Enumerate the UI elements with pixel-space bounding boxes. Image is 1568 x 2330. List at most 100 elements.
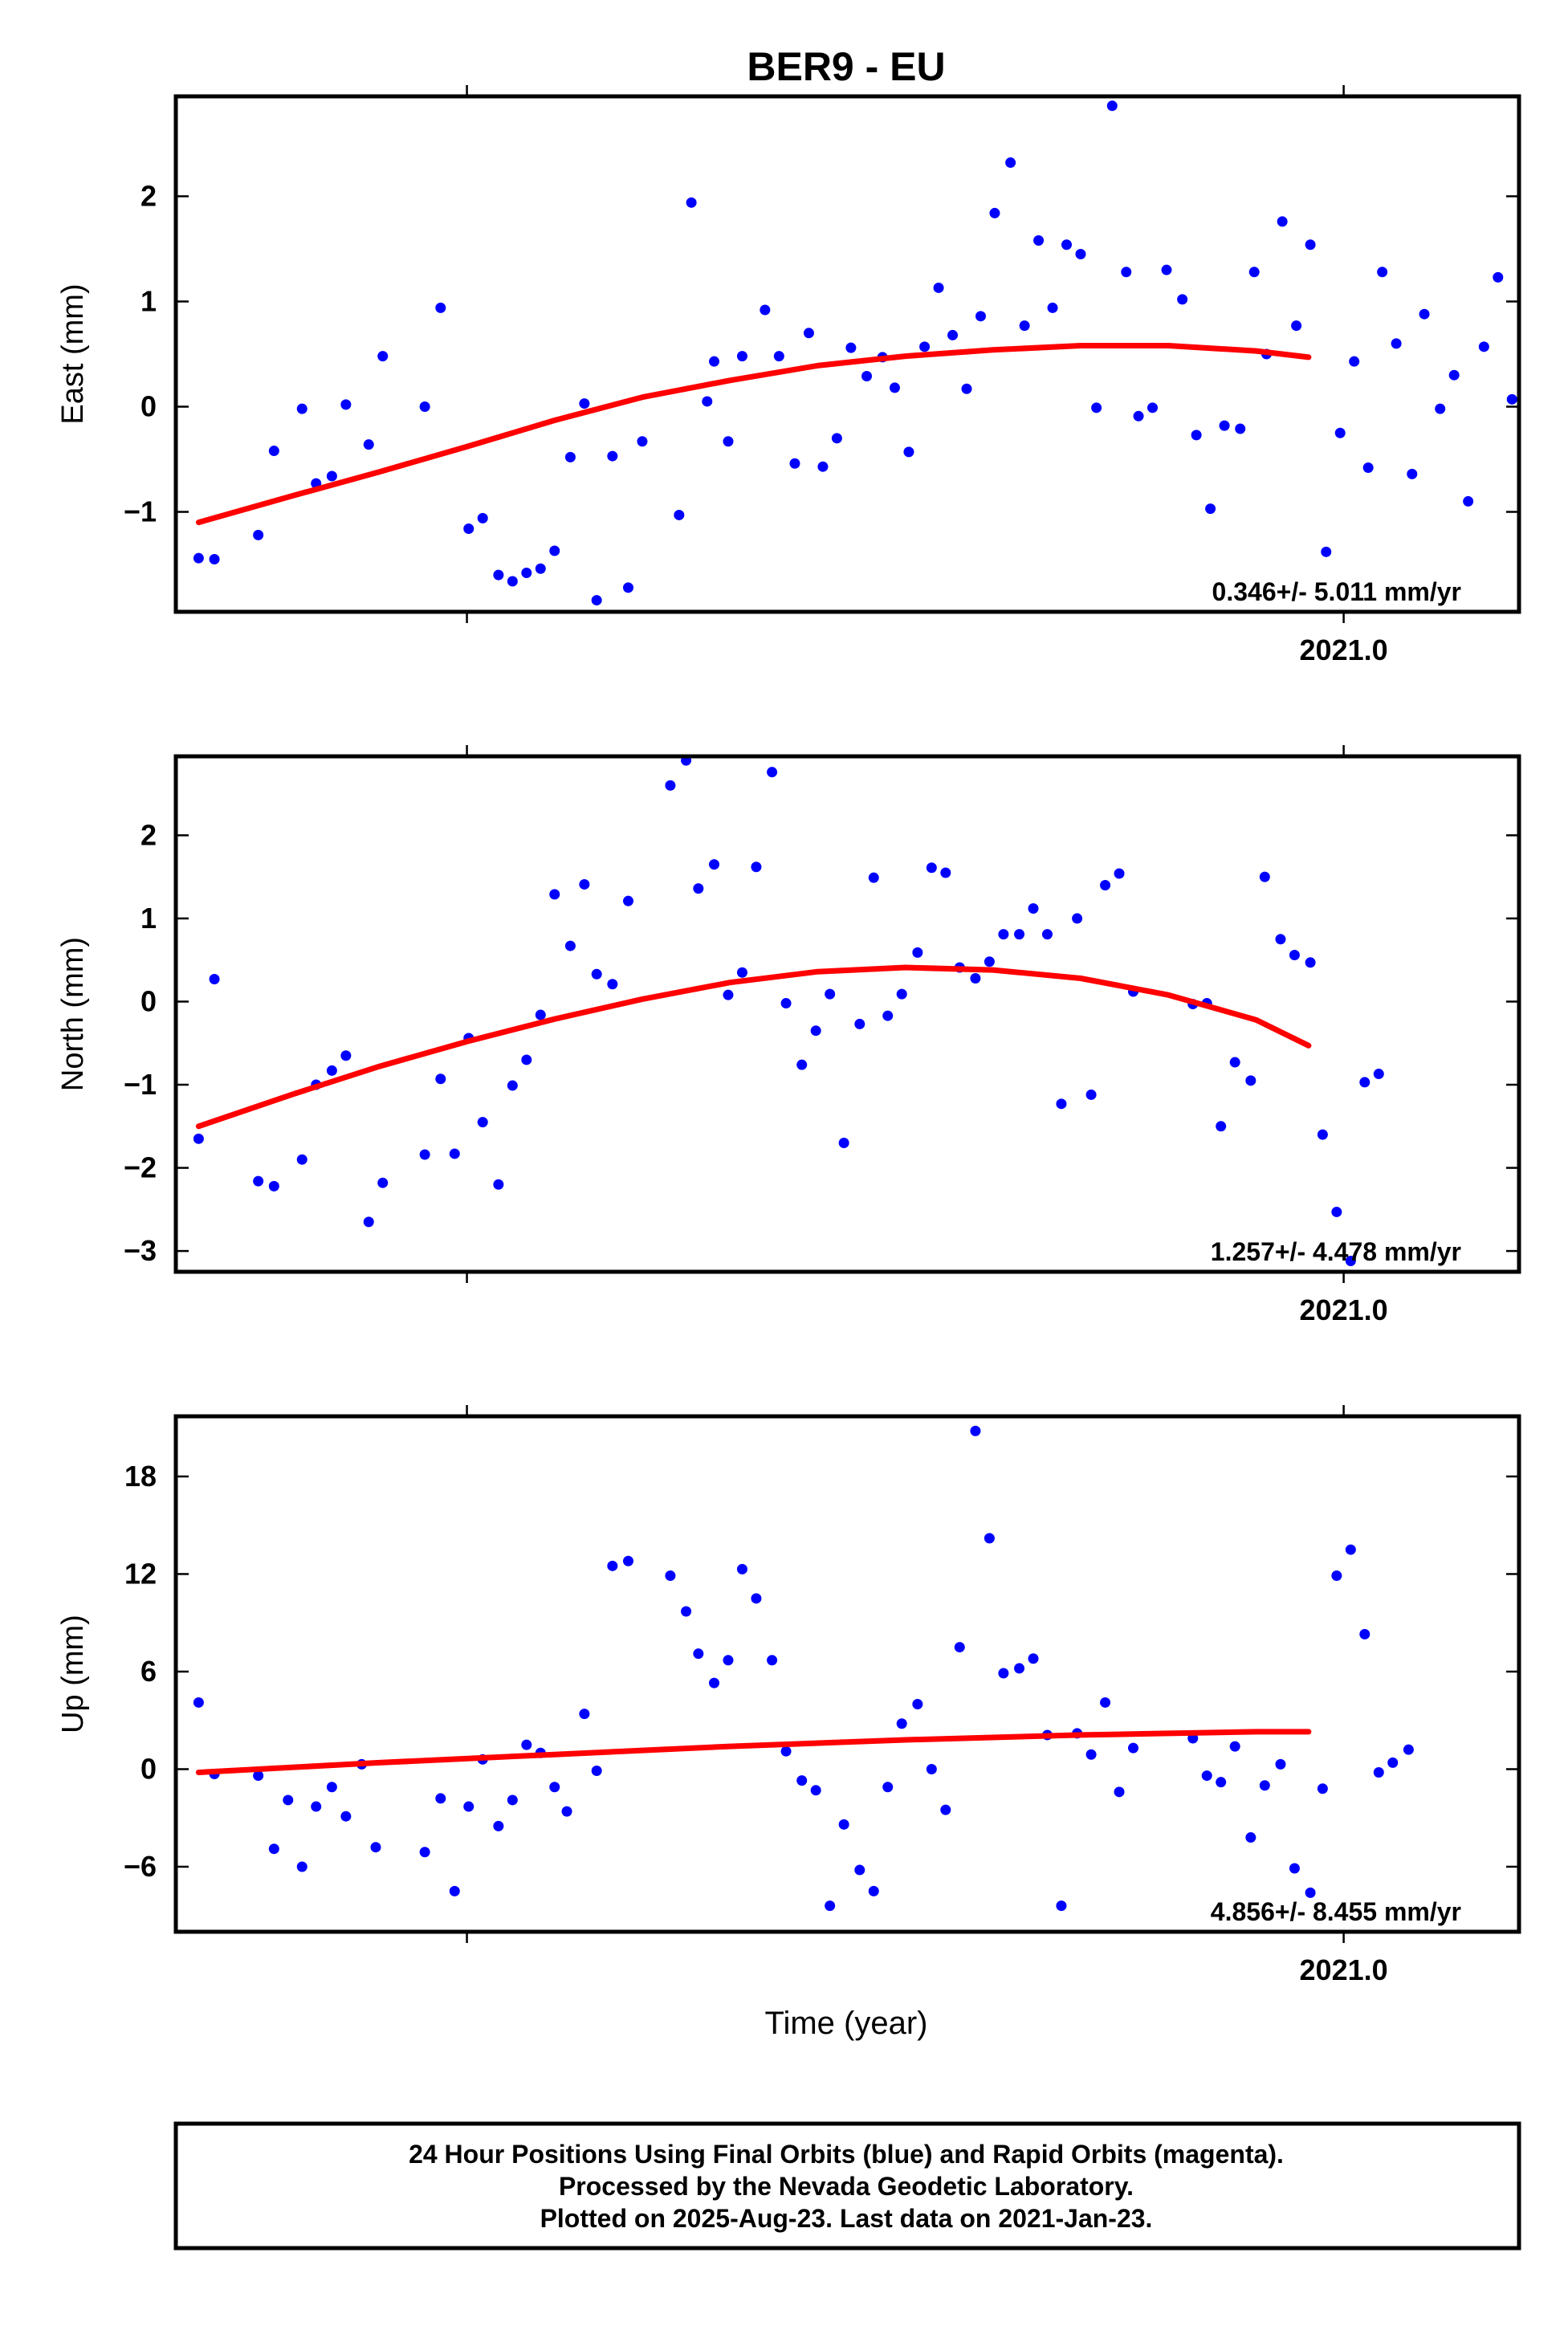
east-ytick-label: −1 — [124, 495, 157, 528]
east-data-point — [723, 436, 734, 447]
up-ytick-label: 18 — [124, 1460, 157, 1493]
panel-north: −3 −2 −1 0 1 2 2021.0 1.257+/- 4.478 mm/yr North… — [56, 745, 1521, 1326]
east-data-point — [193, 552, 204, 564]
up-data-point — [896, 1718, 907, 1729]
up-trend-line — [195, 1729, 1312, 1775]
up-data-point — [838, 1819, 849, 1830]
north-data-point — [854, 1018, 865, 1029]
north-ytick-label: −3 — [124, 1234, 157, 1267]
north-data-point — [838, 1138, 849, 1148]
east-data-point — [477, 512, 488, 523]
north-data-point — [1359, 1077, 1370, 1088]
east-data-point — [493, 569, 504, 580]
north-data-point — [810, 1025, 821, 1037]
up-data-point — [1028, 1653, 1039, 1664]
east-data-point — [607, 450, 618, 462]
up-data-point — [1259, 1780, 1270, 1791]
up-data-point — [340, 1811, 352, 1822]
east-data-point — [209, 553, 220, 564]
north-data-point — [340, 1050, 352, 1061]
north-data-point — [868, 872, 879, 883]
up-data-point — [1229, 1741, 1240, 1752]
north-data-point — [253, 1175, 264, 1187]
north-rate-label: 1.257+/- 4.478 mm/yr — [1211, 1237, 1461, 1266]
up-data-point — [1085, 1749, 1097, 1760]
up-data-point — [1014, 1663, 1025, 1674]
up-data-point — [1245, 1832, 1256, 1843]
north-data-point — [1085, 1089, 1097, 1100]
north-data-point — [507, 1080, 518, 1091]
north-data-point — [268, 1180, 279, 1191]
up-data-point — [549, 1782, 560, 1793]
up-rate-label: 4.856+/- 8.455 mm/yr — [1211, 1897, 1461, 1926]
east-data-point — [1463, 495, 1474, 507]
east-rate-label: 0.346+/- 5.011 mm/yr — [1212, 577, 1461, 606]
up-data-point — [1289, 1863, 1300, 1874]
east-data-point — [760, 304, 771, 316]
east-data-point — [702, 396, 713, 407]
up-data-point — [926, 1763, 937, 1774]
north-data-point — [607, 979, 618, 990]
up-data-point — [591, 1766, 602, 1777]
east-data-point — [564, 451, 576, 462]
east-data-point — [1537, 381, 1547, 392]
east-data-point — [1106, 100, 1118, 112]
east-data-point — [1506, 393, 1517, 405]
east-data-point — [296, 403, 307, 414]
up-data-point — [253, 1770, 264, 1782]
up-data-point — [825, 1900, 836, 1912]
north-data-point — [1072, 913, 1083, 924]
north-data-point — [1056, 1098, 1067, 1110]
east-ytick-label: 2 — [141, 179, 157, 212]
east-data-point — [463, 523, 474, 534]
north-data-point — [681, 756, 692, 766]
up-ytick-label: 6 — [141, 1655, 157, 1688]
east-data-point — [1407, 468, 1418, 479]
north-data-point — [926, 862, 937, 874]
east-data-point — [1277, 216, 1288, 227]
north-data-point — [665, 780, 676, 791]
up-data-point — [1128, 1742, 1139, 1754]
east-data-point — [1377, 267, 1388, 278]
east-data-point — [622, 582, 633, 593]
east-data-point — [1478, 341, 1489, 352]
up-data-point — [767, 1655, 778, 1666]
up-data-point — [796, 1775, 808, 1786]
east-data-point — [861, 371, 873, 382]
north-data-point — [723, 989, 734, 1000]
north-data-point — [1014, 929, 1025, 940]
up-data-point — [311, 1801, 322, 1812]
east-data-point — [1091, 402, 1102, 413]
east-y-axis-label: East (mm) — [56, 283, 90, 424]
up-data-point — [419, 1847, 430, 1858]
north-data-point — [591, 968, 602, 980]
footer-frame — [173, 2121, 1521, 2251]
up-data-point — [435, 1793, 446, 1804]
up-data-point — [940, 1804, 951, 1815]
north-data-point — [493, 1179, 504, 1190]
east-data-point — [1419, 308, 1430, 320]
footer-line-2: Processed by the Nevada Geodetic Laborat… — [559, 2172, 1134, 2201]
up-data-point — [1345, 1544, 1356, 1555]
east-data-point — [903, 446, 914, 458]
east-data-point — [521, 568, 532, 579]
east-data-point — [803, 328, 814, 339]
east-ytick-label: 1 — [141, 284, 157, 317]
up-data-point — [463, 1801, 474, 1812]
east-data-point — [736, 351, 747, 362]
north-data-point — [1373, 1069, 1384, 1080]
east-data-point — [1191, 430, 1202, 441]
up-y-axis-label: Up (mm) — [56, 1615, 90, 1733]
up-data-point — [507, 1794, 518, 1806]
up-data-point — [954, 1642, 965, 1653]
north-data-point — [1041, 929, 1053, 940]
east-data-point — [1550, 311, 1561, 321]
north-data-point — [736, 967, 747, 978]
up-data-point — [681, 1606, 692, 1617]
up-data-point — [751, 1593, 762, 1604]
up-data-point — [709, 1677, 720, 1688]
east-data-point — [419, 401, 430, 413]
north-trend-line — [195, 964, 1312, 1130]
east-data-point — [591, 595, 602, 606]
